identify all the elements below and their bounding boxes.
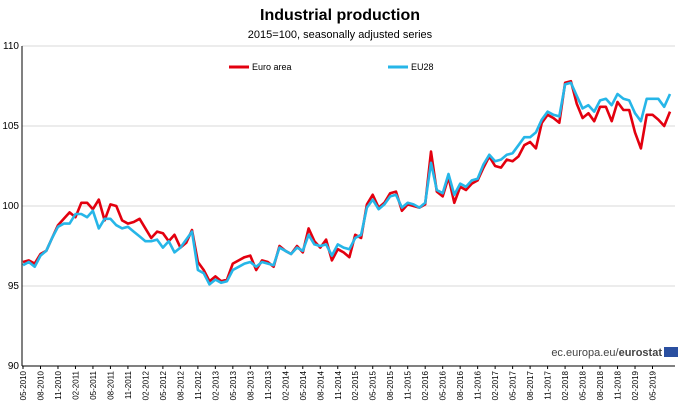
y-tick-label: 95 xyxy=(8,281,20,292)
x-tick-label: 11-2018 xyxy=(614,370,623,399)
x-tick-label: 02-2014 xyxy=(281,370,290,400)
x-axis: 05-2010 08-2010 11-2010 02-2011 05-2011 08-20… xyxy=(19,46,675,400)
x-tick-label: 05-2019 xyxy=(649,370,658,400)
legend-label-eu28: EU28 xyxy=(411,62,434,72)
y-tick-label: 90 xyxy=(8,361,20,372)
series-lines xyxy=(22,79,672,286)
x-tick-label: 05-2014 xyxy=(299,370,308,400)
x-tick-label: 08-2014 xyxy=(316,370,325,400)
y-axis: 90 95 100 105 110 xyxy=(2,41,19,372)
x-tick-label: 05-2016 xyxy=(439,370,448,400)
x-tick-label: 02-2019 xyxy=(631,370,640,400)
x-tick-label: 02-2015 xyxy=(351,370,360,400)
x-tick-label: 08-2012 xyxy=(176,370,185,400)
x-tick-label: 02-2016 xyxy=(421,370,430,400)
x-tick-label: 02-2011 xyxy=(71,370,80,399)
y-tick-label: 105 xyxy=(2,121,19,132)
x-tick-label: 11-2014 xyxy=(334,370,343,399)
y-tick-label: 100 xyxy=(2,201,19,212)
x-tick-label: 08-2013 xyxy=(246,370,255,400)
x-tick-label: 11-2017 xyxy=(544,370,553,399)
source-url: ec.europa.eu/ xyxy=(551,347,619,359)
x-tick-label: 08-2018 xyxy=(596,370,605,400)
x-tick-label: 02-2018 xyxy=(561,370,570,400)
x-tick-label: 08-2016 xyxy=(456,370,465,400)
x-tick-label: 05-2015 xyxy=(369,370,378,400)
legend: Euro area EU28 xyxy=(229,62,434,72)
x-tick-label: 05-2011 xyxy=(89,370,98,399)
eu-flag-icon xyxy=(664,347,678,357)
x-tick-label: 11-2010 xyxy=(54,370,63,399)
x-tick-label: 02-2012 xyxy=(141,370,150,400)
series-line-euro-area xyxy=(22,79,672,283)
x-tick-label: 02-2013 xyxy=(211,370,220,400)
x-tick-label: 08-2017 xyxy=(526,370,535,400)
x-tick-label: 11-2012 xyxy=(194,370,203,399)
chart-subtitle: 2015=100, seasonally adjusted series xyxy=(248,29,433,41)
chart-title: Industrial production xyxy=(260,7,420,24)
gridlines xyxy=(22,45,675,287)
source-brand: eurostat xyxy=(619,347,663,359)
x-tick-label: 05-2012 xyxy=(159,370,168,400)
x-tick-label: 08-2015 xyxy=(386,370,395,400)
x-tick-label: 11-2011 xyxy=(124,370,133,399)
x-tick-label: 11-2016 xyxy=(474,370,483,399)
x-tick-label: 05-2017 xyxy=(509,370,518,400)
x-tick-label: 11-2013 xyxy=(264,370,273,399)
x-tick-label: 11-2015 xyxy=(404,370,413,399)
y-tick-label: 110 xyxy=(3,41,19,52)
x-tick-label: 08-2011 xyxy=(106,370,115,399)
x-tick-label: 05-2018 xyxy=(579,370,588,400)
x-tick-label: 05-2013 xyxy=(229,370,238,400)
series-line-eu28 xyxy=(22,81,672,286)
x-tick-label: 05-2010 xyxy=(19,370,28,400)
x-tick-label: 08-2010 xyxy=(36,370,45,400)
x-tick-label: 02-2017 xyxy=(491,370,500,400)
source-credit: ec.europa.eu/ eurostat xyxy=(551,347,678,359)
legend-label-euro-area: Euro area xyxy=(252,62,292,72)
